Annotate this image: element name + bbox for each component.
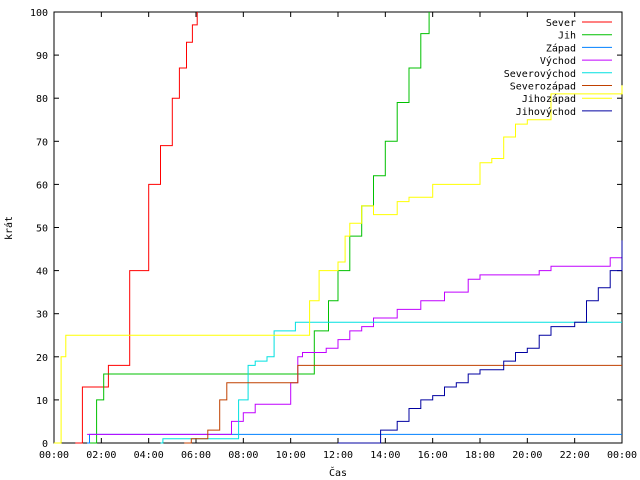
legend-label: Jihovýchod	[516, 106, 576, 118]
y-tick-label: 0	[42, 439, 48, 450]
x-tick-label: 12:00	[323, 450, 353, 461]
series-line	[184, 364, 622, 444]
series-line	[338, 240, 623, 444]
y-tick-label: 80	[36, 94, 48, 105]
legend-label: Západ	[546, 42, 576, 54]
legend-label: Východ	[540, 55, 576, 67]
legend-label: Severovýchod	[504, 68, 576, 80]
series-line	[87, 433, 622, 444]
legend-label: Severozápad	[510, 81, 576, 93]
x-tick-label: 02:00	[86, 450, 116, 461]
x-tick-label: 18:00	[465, 450, 495, 461]
y-tick-label: 40	[36, 267, 48, 278]
x-tick-label: 00:00	[607, 450, 637, 461]
y-tick-label: 20	[36, 353, 48, 364]
x-tick-label: 20:00	[512, 450, 542, 461]
series-line	[160, 321, 622, 444]
y-tick-label: 70	[36, 137, 48, 148]
x-tick-label: 22:00	[560, 450, 590, 461]
legend-label: Sever	[546, 18, 576, 29]
x-tick-label: 16:00	[418, 450, 448, 461]
series-line	[54, 85, 623, 444]
y-tick-label: 90	[36, 51, 48, 62]
y-tick-label: 10	[36, 396, 48, 407]
series-line	[89, 12, 430, 444]
series-lines	[54, 12, 623, 444]
y-tick-label: 30	[36, 310, 48, 321]
x-tick-label: 08:00	[228, 450, 258, 461]
y-tick-label: 100	[30, 8, 48, 19]
y-tick-label: 50	[36, 224, 48, 235]
legend-label: Jihozápad	[522, 93, 576, 105]
axis-ticks: 00:00 02:00 04:00 06:00 08:00 10:00 12:00 14:00…	[30, 8, 637, 461]
x-tick-label: 04:00	[134, 450, 164, 461]
legend: Sever JihZápadVýchodSeverovýchodSeverozáp…	[504, 18, 612, 118]
series-line	[75, 12, 198, 444]
x-tick-label: 10:00	[276, 450, 306, 461]
series-line	[87, 249, 623, 435]
y-tick-label: 60	[36, 180, 48, 191]
x-tick-label: 06:00	[181, 450, 211, 461]
x-axis-title: Čas	[329, 466, 347, 479]
x-tick-label: 00:00	[39, 450, 69, 461]
y-axis-title: krát	[3, 216, 15, 240]
x-tick-label: 14:00	[370, 450, 400, 461]
legend-label: Jih	[558, 31, 576, 42]
